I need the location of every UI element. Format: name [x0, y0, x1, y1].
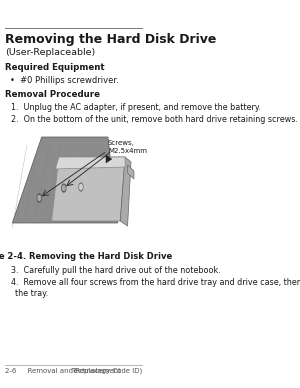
Polygon shape: [128, 165, 134, 179]
Polygon shape: [12, 137, 118, 223]
Circle shape: [62, 184, 66, 192]
Text: (User-Replaceable): (User-Replaceable): [5, 48, 95, 57]
Polygon shape: [120, 157, 131, 226]
Polygon shape: [106, 155, 112, 163]
Text: 2-6     Removal and Replacement: 2-6 Removal and Replacement: [5, 368, 121, 374]
Text: 1.  Unplug the AC adapter, if present, and remove the battery.: 1. Unplug the AC adapter, if present, an…: [11, 103, 261, 112]
Text: Removing the Hard Disk Drive: Removing the Hard Disk Drive: [5, 33, 216, 46]
Text: Technology Code ID): Technology Code ID): [71, 368, 142, 374]
Circle shape: [80, 185, 82, 189]
Text: 2.  On the bottom of the unit, remove both hard drive retaining screws.: 2. On the bottom of the unit, remove bot…: [11, 115, 298, 124]
Text: Figure 2-4. Removing the Hard Disk Drive: Figure 2-4. Removing the Hard Disk Drive: [0, 252, 173, 261]
Polygon shape: [56, 157, 125, 169]
Text: 4.  Remove all four screws from the hard drive tray and drive case, then lift th: 4. Remove all four screws from the hard …: [11, 278, 300, 287]
Text: Removal Procedure: Removal Procedure: [5, 90, 100, 99]
Circle shape: [63, 185, 65, 191]
Circle shape: [37, 194, 41, 202]
Text: M2.5x4mm: M2.5x4mm: [108, 148, 147, 154]
Text: the tray.: the tray.: [15, 289, 48, 298]
Text: 3.  Carefully pull the hard drive out of the notebook.: 3. Carefully pull the hard drive out of …: [11, 266, 220, 275]
Text: Required Equipment: Required Equipment: [5, 63, 104, 72]
Circle shape: [38, 196, 40, 201]
Polygon shape: [52, 157, 125, 221]
Circle shape: [79, 183, 83, 191]
Text: Screws,: Screws,: [108, 140, 135, 146]
Text: •  #0 Phillips screwdriver.: • #0 Phillips screwdriver.: [10, 76, 118, 85]
